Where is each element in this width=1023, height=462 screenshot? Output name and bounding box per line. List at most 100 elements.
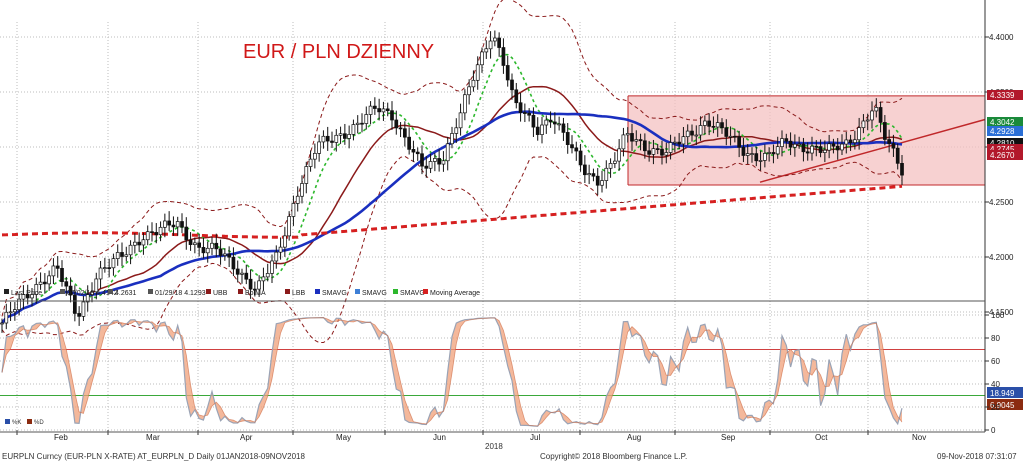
- candle-body: [625, 133, 630, 136]
- candle-body: [265, 273, 270, 278]
- stoch-legend-swatch: [27, 419, 32, 424]
- candle-body: [180, 221, 184, 228]
- legend-label: SMAVG: [400, 290, 425, 297]
- candle-body: [330, 140, 334, 143]
- candle-body: [270, 260, 274, 274]
- legend-label: Moving Average: [430, 290, 480, 297]
- candle-body: [484, 48, 489, 53]
- candle-body: [17, 298, 21, 310]
- candle-body: [38, 281, 43, 285]
- candle-body: [694, 134, 699, 137]
- candle-body: [445, 143, 450, 162]
- month-label: Jun: [433, 433, 446, 442]
- price-tag-label: 4.3042: [990, 118, 1015, 127]
- legend-label: SMAVG: [362, 290, 387, 297]
- candle-body: [574, 147, 579, 152]
- candle-body: [608, 163, 613, 169]
- candle-body: [814, 145, 819, 148]
- candle-body: [698, 125, 703, 136]
- candle-body: [651, 148, 656, 155]
- candle-body: [853, 139, 857, 143]
- candle-body: [385, 108, 390, 112]
- candle-body: [68, 285, 73, 296]
- candle-body: [754, 153, 759, 162]
- candle-body: [565, 132, 570, 145]
- candle-body: [810, 145, 814, 154]
- candle-body: [878, 107, 883, 123]
- candle-body: [724, 127, 729, 137]
- candle-body: [518, 102, 523, 113]
- candle-body: [621, 134, 626, 150]
- candle-body: [321, 135, 326, 143]
- candle-body: [681, 136, 686, 145]
- candle-body: [128, 244, 133, 256]
- price-tag-label: 4.2745: [990, 145, 1015, 154]
- month-label: Feb: [54, 433, 68, 442]
- candle-body: [750, 153, 754, 155]
- candle-body: [600, 180, 604, 186]
- candle-body: [480, 51, 484, 66]
- candle-body: [870, 110, 874, 121]
- candle-body: [197, 242, 201, 248]
- legend-swatch: [148, 289, 153, 294]
- candle-body: [578, 150, 583, 166]
- legend-swatch: [108, 289, 113, 294]
- candle-body: [201, 247, 206, 254]
- candle-body: [638, 139, 643, 142]
- candle-body: [587, 173, 591, 176]
- legend-swatch: [60, 289, 65, 294]
- stochastic-panel: %K %D 18.949 6.9045: [0, 316, 1023, 427]
- candle-body: [441, 160, 446, 165]
- candle-body: [454, 127, 459, 134]
- candle-body: [703, 120, 707, 126]
- stoch-d-line: [1, 317, 903, 427]
- footer-right: 09-Nov-2018 07:31:07: [937, 452, 1017, 461]
- candle-body: [240, 272, 244, 275]
- candle-body: [98, 267, 103, 280]
- candle-body: [763, 153, 767, 161]
- candle-body: [741, 146, 746, 156]
- candle-body: [510, 79, 514, 91]
- candle-body: [223, 253, 227, 256]
- candle-body: [887, 139, 891, 144]
- stoch-legend-label: %D: [34, 420, 44, 426]
- candle-body: [51, 265, 56, 277]
- candle-body: [450, 133, 454, 145]
- candle-body: [458, 112, 463, 129]
- stoch-tick-label: 40: [991, 380, 1000, 389]
- candle-body: [261, 276, 266, 282]
- candle-body: [420, 153, 424, 167]
- candle-body: [857, 127, 861, 141]
- candle-body: [120, 252, 124, 257]
- candle-body: [535, 126, 540, 135]
- candle-body: [424, 165, 429, 169]
- candle-body: [253, 288, 257, 291]
- candle-body: [715, 122, 720, 128]
- month-label: Aug: [627, 433, 641, 442]
- candle-body: [304, 166, 309, 184]
- stoch-tick-label: 60: [991, 357, 1000, 366]
- candle-body: [407, 136, 411, 150]
- candle-body: [227, 253, 231, 258]
- candle-body: [368, 105, 373, 115]
- candle-body: [274, 251, 279, 262]
- candle-body: [895, 147, 900, 164]
- month-label: Oct: [815, 433, 828, 442]
- candle-body: [398, 127, 403, 130]
- candle-body: [557, 123, 561, 126]
- candle-body: [613, 160, 617, 164]
- legend-swatch: [355, 289, 360, 294]
- legend-swatch: [315, 289, 320, 294]
- candle-body: [4, 311, 9, 324]
- legend-label: 4.2631: [115, 290, 137, 297]
- month-label: Mar: [146, 433, 160, 442]
- candle-body: [154, 232, 159, 236]
- price-tag-label: 4.3339: [990, 91, 1015, 100]
- candle-body: [595, 175, 600, 186]
- candle-body: [141, 239, 146, 246]
- candle-body: [737, 136, 741, 148]
- candle-body: [827, 143, 831, 151]
- candle-body: [514, 89, 519, 104]
- candle-body: [64, 281, 69, 287]
